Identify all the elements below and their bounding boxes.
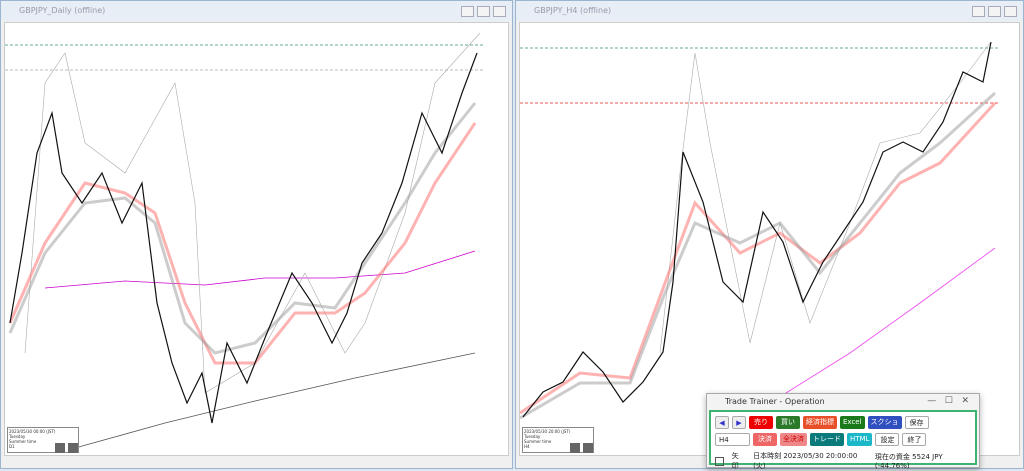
- title-bar: Trade Trainer - Operation — ☐ ✕: [707, 394, 979, 409]
- timeframe-select[interactable]: H4: [715, 433, 750, 446]
- prev-button[interactable]: [570, 443, 580, 453]
- html-button[interactable]: HTML: [847, 433, 873, 446]
- info-text: Summer time: [524, 439, 552, 444]
- price-line: [522, 41, 992, 418]
- price-chart: [519, 41, 1000, 420]
- settings-button[interactable]: 設定: [875, 433, 900, 446]
- ma-ribbon: [519, 91, 997, 420]
- time-text: 日本時刻 2023/05/30 20:00:00 (火): [753, 452, 858, 470]
- info-text: Tuesday: [524, 434, 541, 439]
- chart-area: 2023/05/30 00:00 (JST) Tuesday Summer ti…: [4, 22, 509, 456]
- close[interactable]: [493, 6, 506, 17]
- info-box: 2023/05/30 20:00 (JST) Tuesday Summer ti…: [522, 427, 594, 453]
- checkbox-label: 矢印: [731, 452, 739, 470]
- panel: ◀ ▶ 売り 買い 経済指標 Excel スクショ 保存 H4 決済 全決済 ト…: [709, 410, 977, 470]
- news-button[interactable]: 経済指標: [803, 416, 837, 429]
- balance-text: 現在の資金 5524 JPY (-44.76%): [874, 453, 943, 470]
- minimize[interactable]: [461, 6, 474, 17]
- info-text: H4: [524, 444, 530, 449]
- info-text: 2023/05/30 00:00 (JST): [9, 429, 56, 434]
- close-button[interactable]: 決済: [753, 433, 777, 446]
- chart-area: 2023/05/30 20:00 (JST) Tuesday Summer ti…: [519, 22, 1020, 456]
- band-line: [24, 32, 481, 394]
- next-button[interactable]: ▶: [732, 416, 746, 429]
- info-text: Summer time: [9, 439, 37, 444]
- ma-line: [74, 352, 476, 449]
- checkbox[interactable]: [715, 456, 724, 466]
- window-controls[interactable]: — ☐ ✕: [927, 396, 969, 406]
- exit-button[interactable]: 終了: [902, 433, 927, 446]
- ma-line: [44, 250, 476, 289]
- ma-ribbon: [8, 102, 477, 355]
- buy-button[interactable]: 買い: [776, 416, 800, 429]
- ma-ribbon: [8, 122, 477, 365]
- trade-button[interactable]: トレード: [810, 433, 844, 446]
- minimize[interactable]: [972, 6, 985, 17]
- maximize[interactable]: [988, 6, 1001, 17]
- info-text: Tuesday: [9, 434, 26, 439]
- next-button[interactable]: [68, 443, 78, 453]
- maximize[interactable]: [477, 6, 490, 17]
- title-bar: GBPJPY_Daily (offline): [1, 1, 512, 21]
- sell-button[interactable]: 売り: [749, 416, 773, 429]
- chart-window: GBPJPY_Daily (offline) 2023/05/30 00:00 …: [0, 0, 513, 469]
- ma-ribbon: [519, 101, 997, 415]
- window-title: GBPJPY_Daily (offline): [19, 6, 106, 15]
- ma-line: [769, 247, 996, 404]
- info-text: D1: [9, 444, 15, 449]
- window-title: GBPJPY_H4 (offline): [534, 6, 612, 15]
- next-button[interactable]: [583, 443, 593, 453]
- prev-button[interactable]: [55, 443, 65, 453]
- price-chart: [5, 32, 485, 449]
- title-bar: GBPJPY_H4 (offline): [516, 1, 1023, 21]
- window-title: Trade Trainer - Operation: [725, 397, 825, 406]
- band-line: [659, 42, 991, 354]
- save-button[interactable]: 保存: [904, 416, 929, 429]
- close[interactable]: [1004, 6, 1017, 17]
- trainer-window: Trade Trainer - Operation — ☐ ✕ ◀ ▶ 売り 買…: [706, 393, 980, 470]
- close-all-button[interactable]: 全決済: [780, 433, 807, 446]
- price-line: [9, 52, 478, 424]
- info-text: 2023/05/30 20:00 (JST): [524, 429, 571, 434]
- info-box: 2023/05/30 00:00 (JST) Tuesday Summer ti…: [7, 427, 79, 453]
- prev-button[interactable]: ◀: [715, 416, 729, 429]
- excel-button[interactable]: Excel: [840, 416, 865, 429]
- screenshot-button[interactable]: スクショ: [867, 416, 902, 429]
